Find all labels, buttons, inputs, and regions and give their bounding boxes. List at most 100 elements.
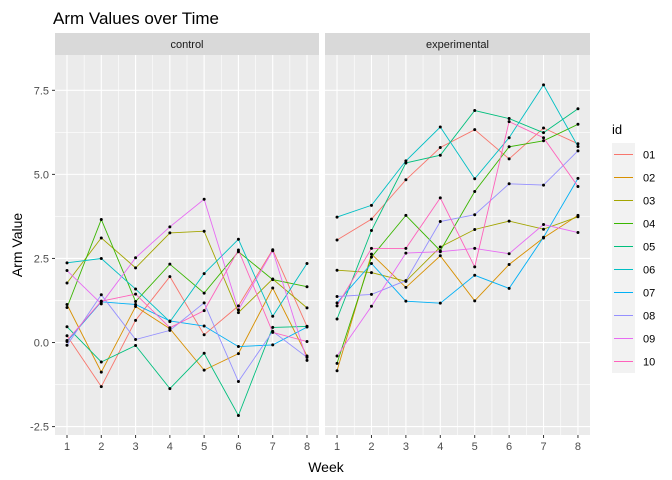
data-point-05 — [369, 229, 373, 233]
legend-label-08: 08 — [643, 311, 655, 323]
data-point-09 — [99, 302, 103, 306]
data-point-06 — [335, 215, 339, 219]
data-point-03 — [236, 311, 240, 315]
data-point-07 — [438, 301, 442, 305]
data-point-03 — [507, 219, 511, 223]
data-point-03 — [542, 227, 546, 231]
data-point-06 — [236, 237, 240, 241]
x-tick-label: 8 — [304, 441, 310, 453]
data-point-01 — [404, 178, 408, 182]
data-point-05 — [335, 317, 339, 321]
x-tick-label: 1 — [334, 441, 340, 453]
data-point-09 — [236, 308, 240, 312]
data-point-02 — [202, 368, 206, 372]
data-point-07 — [202, 324, 206, 328]
data-point-01 — [335, 238, 339, 242]
facet-strip — [325, 33, 590, 55]
y-tick-label: 0.0 — [34, 338, 49, 350]
data-point-09 — [168, 225, 172, 229]
data-point-04 — [65, 306, 69, 310]
data-point-03 — [99, 236, 103, 240]
series-line-01 — [66, 248, 308, 388]
facet-strip-label: experimental — [426, 39, 489, 51]
data-point-01 — [168, 275, 172, 279]
data-point-01 — [507, 157, 511, 161]
data-point-10 — [507, 120, 511, 124]
y-axis-title: Arm Value — [9, 213, 25, 278]
data-point-03 — [473, 228, 477, 232]
data-point-08 — [236, 380, 240, 384]
x-tick-label: 3 — [133, 441, 139, 453]
data-point-05 — [542, 131, 546, 135]
series-line-05 — [66, 325, 308, 417]
x-tick-label: 3 — [403, 441, 409, 453]
series-line-10 — [336, 120, 579, 307]
data-point-05 — [99, 360, 103, 364]
series-line-07 — [336, 178, 579, 304]
data-point-08 — [305, 355, 309, 359]
data-point-08 — [65, 343, 69, 347]
series-line-03 — [336, 216, 579, 282]
data-point-04 — [369, 255, 373, 259]
data-point-07 — [335, 301, 339, 305]
legend-label-10: 10 — [643, 357, 655, 369]
legend: id 01 02 03 04 05 06 07 08 09 10 — [612, 122, 655, 373]
series-line-06 — [66, 238, 308, 323]
legend-label-07: 07 — [643, 288, 655, 300]
data-point-01 — [134, 318, 138, 322]
data-point-03 — [438, 245, 442, 249]
data-point-06 — [542, 83, 546, 87]
data-point-10 — [335, 304, 339, 308]
data-point-02 — [438, 254, 442, 258]
data-point-05 — [438, 153, 442, 157]
data-point-08 — [335, 294, 339, 298]
data-point-02 — [65, 303, 69, 307]
data-point-05 — [168, 387, 172, 391]
x-tick-label: 7 — [540, 441, 546, 453]
data-point-10 — [236, 248, 240, 252]
x-tick-label: 5 — [201, 441, 207, 453]
data-point-09 — [576, 231, 580, 235]
facet-strip-label: control — [170, 39, 203, 51]
x-tick-label: 6 — [506, 441, 512, 453]
data-point-10 — [271, 330, 275, 334]
data-point-09 — [65, 269, 69, 273]
data-point-10 — [404, 246, 408, 250]
series-line-08 — [66, 294, 308, 383]
data-point-03 — [202, 229, 206, 233]
data-point-07 — [576, 176, 580, 180]
data-point-06 — [202, 272, 206, 276]
data-point-02 — [473, 299, 477, 303]
data-point-10 — [473, 265, 477, 269]
series-line-04 — [336, 123, 579, 364]
data-point-08 — [473, 213, 477, 217]
data-point-02 — [236, 352, 240, 356]
data-point-04 — [473, 190, 477, 194]
data-point-02 — [404, 285, 408, 289]
data-point-02 — [507, 263, 511, 267]
legend-label-01: 01 — [643, 150, 655, 162]
series-line-02 — [66, 287, 308, 374]
legend-label-04: 04 — [643, 219, 655, 231]
data-point-07 — [134, 303, 138, 307]
data-point-08 — [134, 337, 138, 341]
data-point-07 — [369, 261, 373, 265]
legend-label-03: 03 — [643, 196, 655, 208]
data-point-06 — [369, 203, 373, 207]
data-point-01 — [202, 333, 206, 337]
series-line-04 — [66, 218, 308, 308]
data-point-08 — [369, 292, 373, 296]
data-point-01 — [65, 334, 69, 338]
data-point-06 — [271, 314, 275, 318]
data-point-04 — [404, 213, 408, 217]
data-point-10 — [134, 292, 138, 296]
data-point-01 — [369, 217, 373, 221]
data-point-02 — [99, 370, 103, 374]
data-point-03 — [305, 306, 309, 310]
data-point-08 — [507, 182, 511, 186]
y-tick-label: -2.5 — [30, 422, 49, 434]
data-point-02 — [335, 369, 339, 373]
data-point-05 — [65, 325, 69, 329]
data-point-02 — [271, 286, 275, 290]
x-tick-label: 4 — [437, 441, 443, 453]
